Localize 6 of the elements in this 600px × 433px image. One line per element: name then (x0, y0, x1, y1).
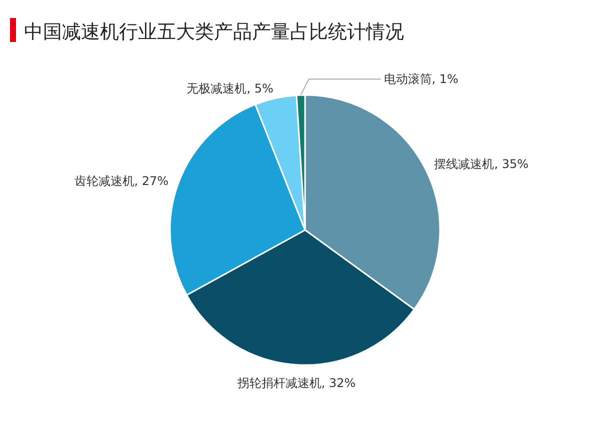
slice-label: 摆线减速机, 35% (434, 157, 529, 172)
slice-label: 电动滚筒, 1% (384, 72, 458, 86)
slice-label: 拐轮捐杆减速机, 32% (236, 376, 356, 390)
slice-label: 齿轮减速机, 27% (74, 174, 169, 188)
chart-title: 中国减速机行业五大类产品产量占比统计情况 (24, 21, 404, 43)
slice-label: 无极减速机, 5% (186, 81, 274, 96)
